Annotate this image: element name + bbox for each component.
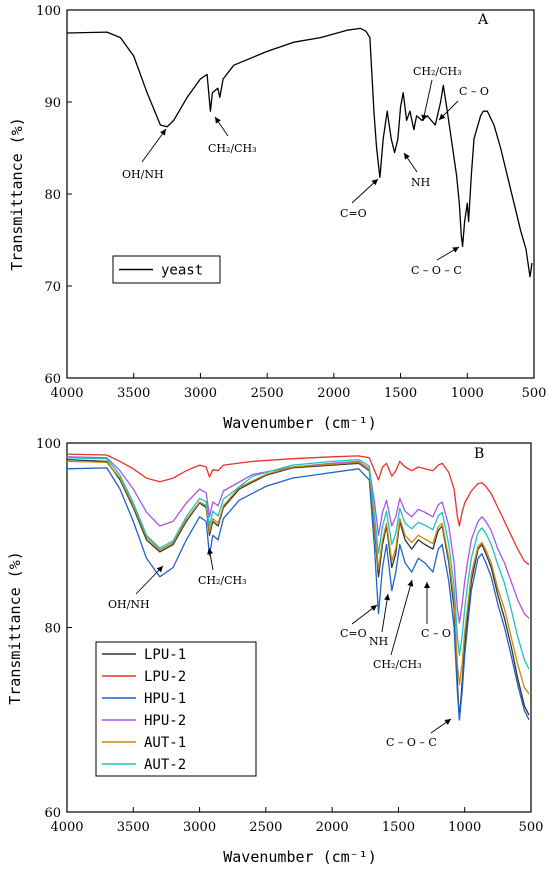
legend-label: LPU-2 bbox=[144, 669, 186, 685]
annotation-arrow bbox=[135, 565, 164, 595]
x-tick-label: 2000 bbox=[317, 386, 350, 401]
series-line-aut-2 bbox=[66, 457, 530, 670]
annotation-arrow bbox=[422, 79, 433, 122]
legend-label: yeast bbox=[161, 263, 203, 279]
x-tick-label: 3500 bbox=[117, 820, 150, 835]
y-tick-label: 60 bbox=[44, 806, 61, 821]
annotation-arrowhead bbox=[444, 719, 451, 725]
x-tick-label: 2500 bbox=[251, 386, 284, 401]
x-tick-label: 3000 bbox=[184, 386, 217, 401]
annotation-label: CH₂/CH₃ bbox=[413, 65, 462, 78]
x-tick-label: 3500 bbox=[117, 386, 150, 401]
x-tick-label: 4000 bbox=[50, 386, 83, 401]
panel-a: 4000 3500 3000 2500 2000 1500 1000 500 60 70 80 90 1… bbox=[8, 4, 546, 432]
series-line-hpu-1 bbox=[66, 467, 530, 721]
legend-label: HPU-2 bbox=[144, 713, 186, 729]
annotation-label: CH₂/CH₃ bbox=[208, 142, 257, 155]
annotation-arrowhead bbox=[371, 179, 378, 186]
x-tick-label: 1500 bbox=[384, 386, 417, 401]
annotation-label: CH₂/CH₃ bbox=[198, 574, 247, 587]
annotation-label: C – O bbox=[421, 627, 451, 640]
annotation-arrowhead bbox=[407, 580, 414, 587]
annotation-arrowhead bbox=[160, 129, 166, 136]
x-tick-label: 500 bbox=[522, 386, 547, 401]
legend-label: HPU-1 bbox=[144, 691, 186, 707]
annotation-label: C – O – C bbox=[386, 736, 437, 749]
annotation-arrowhead bbox=[424, 582, 430, 588]
series-line-hpu-2 bbox=[66, 456, 530, 624]
legend-label: AUT-1 bbox=[144, 735, 186, 751]
annotation-arrowhead bbox=[452, 247, 459, 253]
annotation-label: C=O bbox=[340, 207, 367, 220]
annotation-arrow bbox=[141, 128, 167, 163]
annotation-arrow bbox=[381, 593, 389, 633]
x-tick-label: 2500 bbox=[249, 820, 282, 835]
x-tick-label: 1000 bbox=[448, 820, 481, 835]
x-axis-label: Wavenumber (cm⁻¹) bbox=[223, 414, 377, 432]
annotation-arrowhead bbox=[215, 117, 221, 124]
series-line-aut-1 bbox=[66, 460, 530, 695]
panel-b: 4000 3500 3000 2500 2000 1500 1000 500 60 80 100 Wa… bbox=[6, 437, 543, 866]
y-axis-label: Transmittance (%) bbox=[6, 551, 24, 705]
x-axis-label: Wavenumber (cm⁻¹) bbox=[223, 848, 377, 866]
annotation-arrowhead bbox=[207, 548, 214, 555]
x-tick-label: 2000 bbox=[316, 820, 349, 835]
legend-label: AUT-2 bbox=[144, 757, 186, 773]
x-tick-label: 3000 bbox=[183, 820, 216, 835]
annotation-arrowhead bbox=[370, 605, 377, 612]
annotation-label: CH₂/CH₃ bbox=[373, 658, 422, 671]
series-line-yeast bbox=[66, 27, 533, 278]
series-line-lpu-2 bbox=[66, 453, 530, 566]
annotation-arrowhead bbox=[384, 594, 391, 601]
x-tick-label: 1000 bbox=[451, 386, 484, 401]
legend-box bbox=[95, 641, 257, 777]
annotation-label: C – O – C bbox=[411, 264, 462, 277]
annotation-arrowhead bbox=[404, 153, 410, 160]
annotation-arrowhead bbox=[156, 566, 163, 573]
x-tick-label: 4000 bbox=[50, 820, 83, 835]
annotation-arrowhead bbox=[439, 113, 446, 120]
annotation-arrow bbox=[390, 579, 413, 656]
annotation-label: C – O bbox=[459, 85, 489, 98]
y-tick-label: 60 bbox=[44, 372, 61, 387]
y-tick-label: 100 bbox=[36, 437, 61, 452]
y-tick-label: 90 bbox=[44, 96, 61, 111]
x-tick-label: 500 bbox=[519, 820, 544, 835]
y-tick-label: 70 bbox=[44, 280, 61, 295]
panel-label: B bbox=[474, 446, 484, 462]
annotation-label: NH bbox=[411, 176, 430, 189]
annotation-arrowhead bbox=[421, 114, 428, 121]
annotation-label: C=O bbox=[340, 627, 367, 640]
annotation-label: OH/NH bbox=[108, 598, 150, 611]
y-tick-label: 100 bbox=[36, 4, 61, 19]
x-tick-label: 1500 bbox=[382, 820, 415, 835]
annotation-label: NH bbox=[369, 635, 388, 648]
y-tick-label: 80 bbox=[44, 188, 61, 203]
panel-label: A bbox=[477, 12, 489, 28]
y-axis-label: Transmittance (%) bbox=[8, 117, 26, 271]
y-tick-label: 80 bbox=[44, 622, 61, 637]
legend-label: LPU-1 bbox=[144, 647, 186, 663]
annotation-label: OH/NH bbox=[122, 168, 164, 181]
